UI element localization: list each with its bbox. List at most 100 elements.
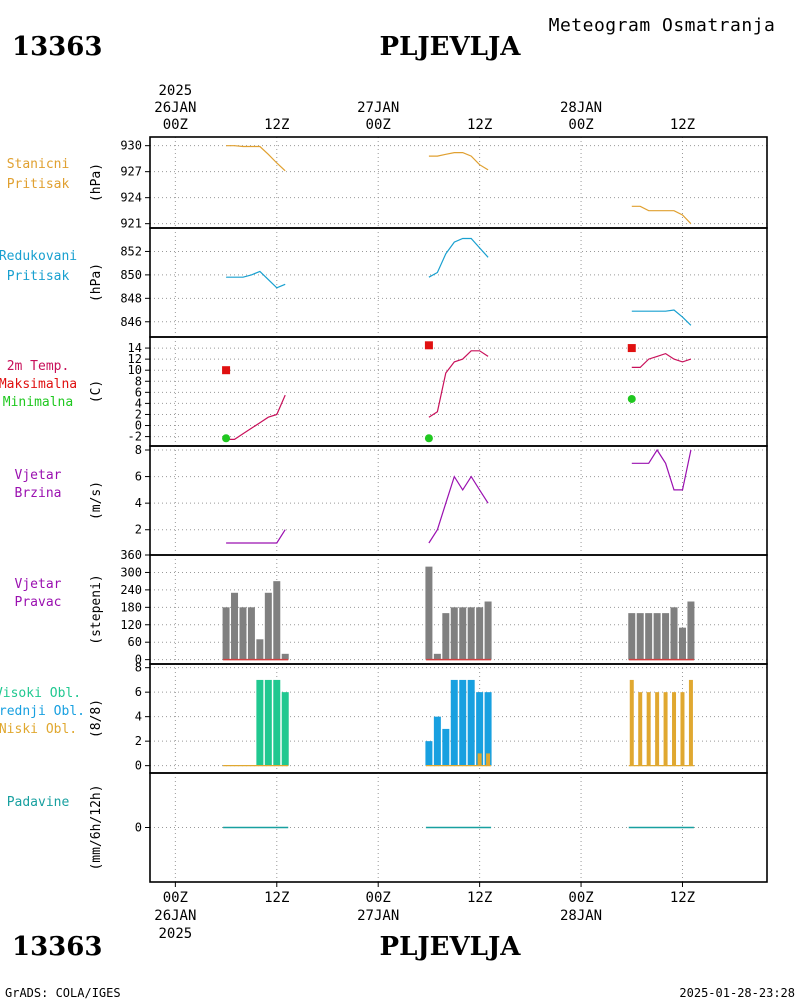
y-axis-title: (stepeni)	[89, 574, 104, 644]
cloud-bar-0	[273, 679, 281, 766]
cloud-bar-2	[477, 753, 482, 766]
y-tick-label: 6	[135, 385, 142, 399]
time-label-bottom: 00Z	[568, 890, 593, 906]
series-line-temperature	[226, 394, 286, 440]
credit: GrADS: COLA/IGES	[5, 986, 121, 1000]
panel-frame	[149, 772, 768, 883]
cloud-bar-1	[433, 716, 441, 766]
panel-station_pressure: 930 927 924 921 Stanicni Pritisak (hPa)	[7, 136, 768, 231]
cloud-bar-2	[655, 692, 660, 766]
y-tick-label: 0	[135, 653, 142, 667]
cloud-bar-2	[663, 692, 668, 766]
panel-reduced_pressure: 852 850 848 846 Redukovani Pritisak (hPa)	[0, 227, 768, 338]
y-tick-label: 8	[135, 443, 142, 457]
y-axis-title: (mm/6h/12h)	[89, 784, 104, 870]
panel-label: Pritisak	[7, 177, 70, 192]
y-tick-label: 2	[135, 523, 142, 537]
day-label-top: 28JAN	[560, 100, 602, 116]
y-tick-label: 850	[120, 268, 142, 282]
max-temp-marker	[222, 366, 231, 375]
y-tick-label: 8	[135, 374, 142, 388]
panel-wind_direction: 360 300 240 180 120 60 0 Vjetar Pravac (stepeni)	[15, 548, 768, 667]
station-id-bottom: 13363	[12, 932, 102, 962]
timestamp: 2025-01-28-23:28	[679, 986, 795, 1000]
y-tick-label: 927	[120, 165, 142, 179]
direction-bar	[222, 607, 230, 660]
direction-bar	[281, 653, 289, 660]
panel-label: Minimalna	[3, 395, 73, 410]
panel-clouds: 8 6 4 2 0 Visoki Obl. Srednji Obl. Niski Obl. (8…	[0, 661, 768, 774]
y-axis-title: (8/8)	[89, 699, 104, 738]
y-tick-label: 10	[128, 363, 142, 377]
y-tick-label: 300	[120, 565, 142, 579]
panel-label: Maksimalna	[0, 377, 77, 392]
y-tick-label: 8	[135, 661, 142, 675]
day-label-top: 27JAN	[357, 100, 399, 116]
max-temp-marker	[627, 344, 636, 353]
cloud-bar-1	[425, 741, 433, 766]
panel-frame	[149, 336, 768, 447]
panel-label: 2m Temp.	[7, 359, 70, 374]
y-tick-label: 4	[135, 396, 142, 410]
station-name-bottom: PLJEVLJA	[380, 932, 522, 962]
series-line-wind_speed	[226, 529, 286, 544]
series-line-wind_speed	[428, 475, 489, 544]
series-line-station_pressure	[226, 145, 286, 172]
direction-bar	[467, 607, 475, 660]
time-label-bottom: 00Z	[366, 890, 391, 906]
cloud-bar-2	[680, 692, 685, 766]
min-temp-marker	[222, 434, 231, 443]
day-label-bottom: 28JAN	[560, 908, 602, 924]
direction-bar	[636, 613, 644, 660]
year-label-top: 2025	[158, 83, 192, 99]
min-temp-marker	[424, 434, 433, 443]
direction-bar	[264, 592, 272, 660]
y-tick-label: 180	[120, 600, 142, 614]
station-id-top: 13363	[12, 32, 102, 62]
y-axis-title: (hPa)	[89, 163, 104, 202]
y-tick-label: 120	[120, 618, 142, 632]
time-label-top: 12Z	[670, 117, 695, 133]
panel-precipitation: 0 Padavine (mm/6h/12h)	[7, 772, 768, 883]
cloud-bar-1	[467, 679, 475, 766]
time-label-top: 00Z	[366, 117, 391, 133]
cloud-bar-0	[256, 679, 264, 766]
cloud-bar-2	[688, 679, 693, 766]
panel-frame	[149, 445, 768, 556]
y-tick-label: 4	[135, 710, 142, 724]
panel-label: Brzina	[15, 486, 62, 501]
panel-label: Visoki Obl.	[0, 686, 81, 701]
cloud-bar-2	[672, 692, 677, 766]
direction-bar	[628, 613, 636, 660]
panel-label: Niski Obl.	[0, 722, 77, 737]
panel-label: Stanicni	[7, 157, 70, 172]
direction-bar	[256, 639, 264, 660]
y-tick-label: 240	[120, 583, 142, 597]
time-label-bottom: 12Z	[670, 890, 695, 906]
y-tick-label: 852	[120, 244, 142, 258]
direction-bar	[247, 607, 255, 660]
y-tick-label: 924	[120, 191, 142, 205]
direction-bar	[653, 613, 661, 660]
y-tick-label: 6	[135, 470, 142, 484]
direction-bar	[662, 613, 670, 660]
direction-bar	[678, 627, 686, 660]
direction-bar	[645, 613, 653, 660]
day-label-bottom: 27JAN	[357, 908, 399, 924]
direction-bar	[459, 607, 467, 660]
panel-label: Redukovani	[0, 249, 77, 264]
cloud-bar-1	[484, 692, 492, 766]
series-line-wind_speed	[631, 448, 692, 491]
panel-frame	[149, 227, 768, 338]
series-line-station_pressure	[428, 152, 489, 171]
y-tick-label: 4	[135, 496, 142, 510]
direction-bar	[484, 601, 492, 660]
min-temp-marker	[627, 394, 636, 403]
y-tick-label: 12	[128, 352, 142, 366]
y-tick-label: 846	[120, 315, 142, 329]
y-tick-label: 848	[120, 291, 142, 305]
y-tick-label: -2	[128, 430, 142, 444]
